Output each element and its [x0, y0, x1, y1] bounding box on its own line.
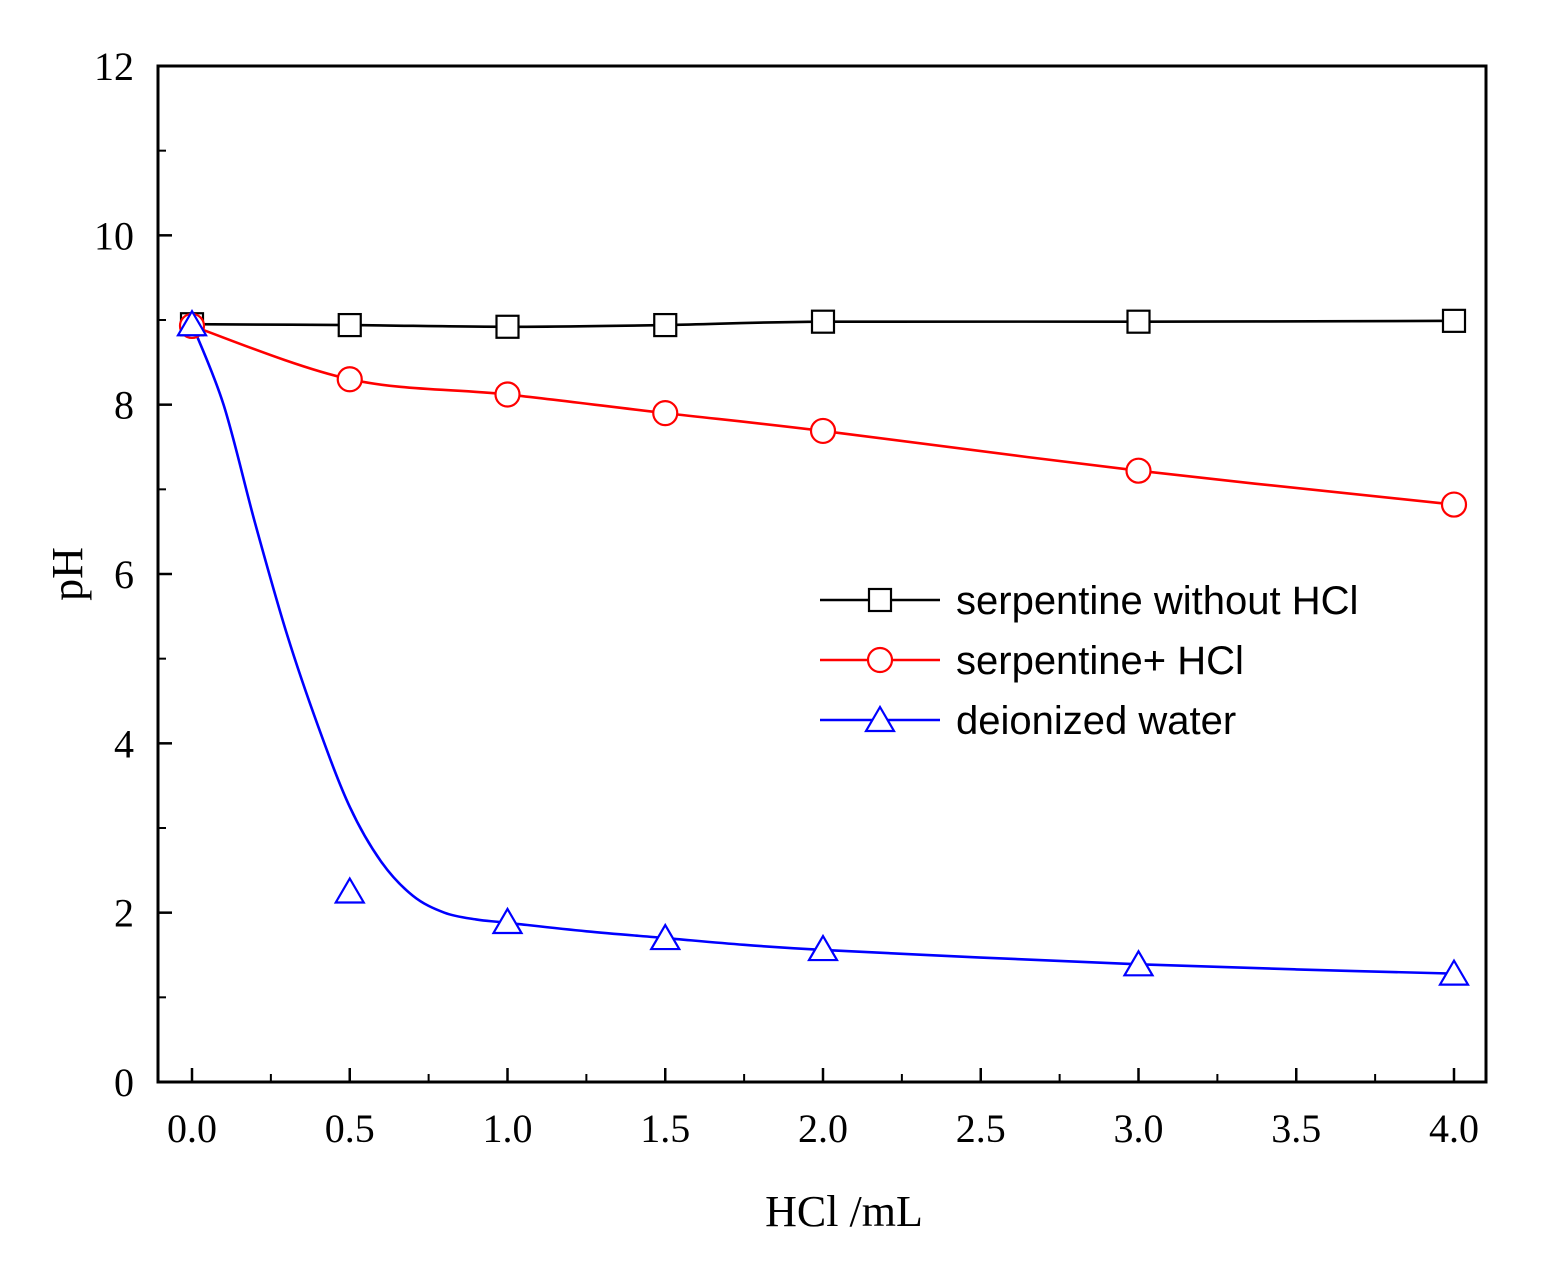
data-point-serpentine-hcl [652, 400, 679, 427]
data-point-deionized-water [1122, 949, 1155, 977]
data-point-deionized-water [491, 906, 524, 935]
y-tick-label: 2 [114, 891, 134, 936]
data-point-deionized-water [333, 876, 366, 904]
legend-label-deionized-water: deionized water [956, 699, 1236, 743]
data-point-deionized-water [176, 309, 208, 337]
data-point-serpentine-hcl [336, 366, 363, 393]
plot-area-frame [156, 64, 1488, 1084]
legend-marker-serpentine-hcl [866, 646, 894, 674]
legend: serpentine without HCl serpentine+ HCl dei… [820, 579, 1358, 743]
y-tick-label: 6 [114, 552, 134, 597]
data-point-serpentine-hcl [809, 417, 837, 445]
data-point-deionized-water [1438, 958, 1470, 986]
legend-marker-serpentine-without-hcl [867, 587, 893, 613]
series-markers [176, 308, 1470, 986]
series-line-deionized-water [190, 323, 1455, 975]
x-tick-label: 2.0 [798, 1106, 848, 1151]
x-tick-label: 3.5 [1271, 1106, 1321, 1151]
data-point-serpentine-without-hcl [653, 312, 678, 338]
data-point-serpentine-without-hcl [1126, 309, 1151, 334]
y-tick-label: 12 [94, 44, 134, 89]
data-point-deionized-water [649, 922, 682, 951]
legend-marker-deionized-water [864, 704, 896, 733]
y-tick-label: 4 [114, 721, 134, 766]
data-point-serpentine-without-hcl [1441, 308, 1467, 333]
legend-label-serpentine-without-hcl: serpentine without HCl [956, 579, 1358, 623]
data-point-serpentine-hcl [1440, 491, 1468, 518]
x-tick-label: 0.0 [167, 1106, 217, 1151]
y-tick-label: 8 [114, 383, 134, 428]
series-line-serpentine-hcl [191, 324, 1455, 506]
x-tick-label: 4.0 [1429, 1106, 1479, 1151]
y-tick-label: 0 [114, 1060, 134, 1105]
data-point-deionized-water [807, 933, 839, 962]
legend-label-serpentine-hcl: serpentine+ HCl [956, 639, 1244, 683]
data-point-serpentine-without-hcl [810, 309, 836, 334]
x-tick-label: 1.0 [483, 1106, 533, 1151]
data-point-serpentine-without-hcl [337, 312, 362, 338]
x-tick-label: 2.5 [956, 1106, 1006, 1151]
axis-ticks: 0.0 0.5 1.0 1.5 2.0 2.5 3.0 3.5 4.0 0 2 4 6 8 10 12 [94, 44, 1479, 1151]
x-tick-label: 3.0 [1114, 1106, 1164, 1151]
y-tick-label: 10 [94, 213, 134, 258]
data-point-serpentine-hcl [1125, 457, 1152, 484]
x-axis-title: HCl /mL [765, 1187, 923, 1236]
data-point-serpentine-without-hcl [495, 314, 520, 339]
data-point-serpentine-hcl [494, 381, 521, 408]
x-tick-label: 0.5 [325, 1106, 375, 1151]
x-tick-label: 1.5 [640, 1106, 690, 1151]
y-axis-title: pH [43, 547, 92, 601]
